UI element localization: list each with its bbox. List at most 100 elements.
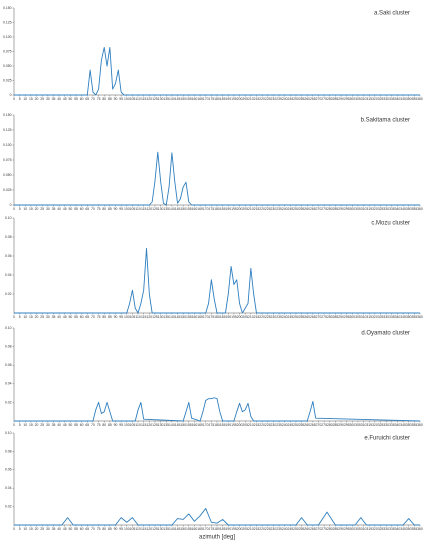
x-axis-label: azimuth [deg]: [199, 535, 235, 541]
x-tick-label: 195: [231, 315, 237, 319]
x-tick-label: 45: [63, 423, 67, 427]
x-tick-label: 195: [231, 527, 237, 531]
x-tick-label: 170: [203, 97, 209, 101]
x-tick-label: 145: [175, 97, 181, 101]
x-tick-label: 135: [163, 207, 169, 211]
x-tick-label: 340: [395, 423, 401, 427]
x-tick-label: 355: [412, 97, 418, 101]
x-tick-label: 150: [180, 315, 186, 319]
x-tick-label: 255: [299, 207, 305, 211]
y-tick-label: 0.150: [3, 6, 12, 10]
x-tick-label: 235: [276, 207, 282, 211]
x-tick-label: 330: [383, 527, 389, 531]
x-tick-label: 315: [366, 97, 372, 101]
x-tick-label: 160: [192, 97, 198, 101]
x-tick-label: 125: [152, 423, 158, 427]
x-tick-label: 245: [287, 97, 293, 101]
x-tick-label: 275: [321, 423, 327, 427]
x-tick-label: 95: [119, 97, 123, 101]
x-tick-label: 25: [40, 97, 44, 101]
y-tick-label: 0.100: [3, 35, 12, 39]
x-tick-label: 340: [395, 315, 401, 319]
x-tick-label: 130: [158, 97, 164, 101]
x-tick-label: 35: [52, 423, 56, 427]
x-tick-label: 70: [91, 97, 95, 101]
x-tick-label: 35: [52, 97, 56, 101]
x-tick-label: 55: [74, 315, 78, 319]
x-tick-label: 5: [19, 207, 21, 211]
x-tick-label: 85: [108, 315, 112, 319]
y-tick-label: 0.04: [5, 486, 12, 490]
x-tick-label: 165: [197, 423, 203, 427]
x-tick-label: 15: [29, 97, 33, 101]
x-tick-label: 310: [361, 207, 367, 211]
y-tick-label: 0.050: [3, 64, 12, 68]
x-tick-label: 330: [383, 315, 389, 319]
x-tick-label: 350: [406, 423, 412, 427]
x-tick-label: 90: [114, 97, 118, 101]
x-tick-label: 340: [395, 97, 401, 101]
y-tick-label: 0.02: [5, 292, 12, 296]
x-tick-label: 245: [287, 315, 293, 319]
x-tick-label: 335: [389, 207, 395, 211]
x-tick-label: 50: [68, 207, 72, 211]
x-tick-label: 180: [214, 97, 220, 101]
x-tick-label: 210: [248, 97, 254, 101]
x-tick-label: 205: [242, 207, 248, 211]
x-tick-label: 290: [338, 423, 344, 427]
x-tick-label: 205: [242, 423, 248, 427]
x-tick-label: 60: [80, 423, 84, 427]
x-tick-label: 350: [406, 207, 412, 211]
x-tick-label: 40: [57, 97, 61, 101]
line-series: [14, 46, 420, 96]
x-tick-label: 10: [23, 97, 27, 101]
x-tick-label: 120: [146, 315, 152, 319]
x-tick-label: 180: [214, 423, 220, 427]
x-tick-label: 50: [68, 315, 72, 319]
y-tick-label: 0.04: [5, 382, 12, 386]
x-tick-label: 285: [333, 97, 339, 101]
x-tick-label: 260: [304, 207, 310, 211]
x-tick-label: 325: [378, 207, 384, 211]
x-tick-label: 170: [203, 315, 209, 319]
x-tick-label: 225: [265, 527, 271, 531]
x-tick-label: 285: [333, 423, 339, 427]
x-tick-label: 200: [237, 423, 243, 427]
x-tick-label: 60: [80, 207, 84, 211]
x-tick-label: 235: [276, 527, 282, 531]
x-tick-label: 360: [417, 527, 423, 531]
x-tick-label: 160: [192, 207, 198, 211]
x-tick-label: 180: [214, 207, 220, 211]
x-tick-label: 235: [276, 315, 282, 319]
x-tick-label: 325: [378, 527, 384, 531]
x-tick-label: 50: [68, 97, 72, 101]
x-tick-label: 305: [355, 527, 361, 531]
x-tick-label: 240: [282, 207, 288, 211]
x-tick-label: 200: [237, 315, 243, 319]
x-tick-label: 5: [19, 527, 21, 531]
x-tick-label: 230: [271, 423, 277, 427]
x-tick-label: 50: [68, 423, 72, 427]
x-tick-label: 25: [40, 423, 44, 427]
x-tick-label: 80: [102, 207, 106, 211]
x-tick-label: 220: [259, 315, 265, 319]
x-tick-label: 335: [389, 527, 395, 531]
x-tick-label: 140: [169, 527, 175, 531]
x-tick-label: 345: [400, 527, 406, 531]
x-tick-label: 30: [46, 527, 50, 531]
y-tick-label: 0.125: [3, 128, 12, 132]
x-tick-label: 85: [108, 207, 112, 211]
y-tick-label: 0.050: [3, 173, 12, 177]
x-tick-label: 355: [412, 315, 418, 319]
x-tick-label: 135: [163, 527, 169, 531]
x-tick-label: 285: [333, 207, 339, 211]
y-tick-label: 0.125: [3, 20, 12, 24]
x-tick-label: 270: [316, 207, 322, 211]
x-tick-label: 275: [321, 315, 327, 319]
x-tick-label: 250: [293, 423, 299, 427]
x-tick-label: 310: [361, 315, 367, 319]
x-tick-label: 150: [180, 207, 186, 211]
x-tick-label: 0: [13, 423, 15, 427]
x-tick-label: 260: [304, 423, 310, 427]
x-tick-label: 5: [19, 423, 21, 427]
